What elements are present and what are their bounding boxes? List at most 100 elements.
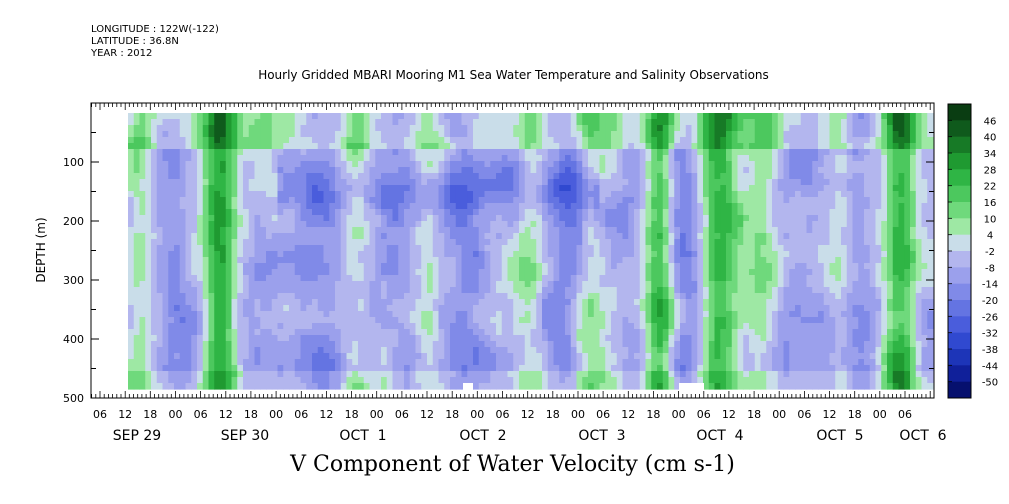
field-cell <box>369 269 376 276</box>
field-cell <box>312 161 319 168</box>
field-cell <box>588 131 595 138</box>
field-cell <box>806 227 813 234</box>
field-cell <box>386 311 394 318</box>
field-cell <box>455 191 463 198</box>
field-cell <box>651 233 658 240</box>
field-cell <box>864 131 871 138</box>
field-cell <box>864 305 871 312</box>
field-cell <box>605 149 612 156</box>
field-cell <box>340 155 348 162</box>
field-cell <box>588 113 595 120</box>
field-cell <box>875 263 882 270</box>
field-cell <box>392 125 399 132</box>
field-cell <box>409 185 417 192</box>
field-cell <box>611 245 618 252</box>
field-cell <box>254 293 261 300</box>
field-cell <box>450 281 457 288</box>
field-cell <box>553 311 560 318</box>
field-cell <box>553 191 560 198</box>
field-cell <box>743 221 750 228</box>
field-cell <box>921 317 928 324</box>
field-cell <box>398 299 405 306</box>
field-cell <box>392 323 399 330</box>
field-cell <box>927 227 934 234</box>
field-cell <box>622 161 629 168</box>
field-cell <box>892 131 900 138</box>
field-cell <box>772 311 779 318</box>
field-cell <box>524 173 532 180</box>
field-cell <box>323 179 330 186</box>
field-cell <box>352 167 359 174</box>
field-cell <box>294 149 302 156</box>
field-cell <box>639 161 647 168</box>
field-cell <box>358 125 365 132</box>
field-cell <box>381 119 388 126</box>
field-cell <box>737 269 744 276</box>
field-cell <box>743 191 750 198</box>
field-cell <box>754 179 762 186</box>
field-cell <box>674 317 681 324</box>
field-cell <box>214 251 221 258</box>
field-cell <box>766 293 773 300</box>
field-cell <box>657 305 664 312</box>
field-cell <box>191 191 198 198</box>
field-cell <box>869 305 877 312</box>
field-cell <box>628 275 635 282</box>
field-cell <box>179 113 187 120</box>
field-cell <box>398 179 405 186</box>
field-cell <box>766 299 773 306</box>
field-cell <box>202 113 210 120</box>
field-cell <box>835 257 842 264</box>
field-cell <box>473 275 480 282</box>
field-cell <box>490 119 497 126</box>
field-cell <box>294 239 302 246</box>
field-cell <box>214 173 221 180</box>
field-cell <box>841 125 848 132</box>
field-cell <box>248 305 256 312</box>
field-cell <box>749 161 756 168</box>
field-cell <box>450 215 457 222</box>
field-cell <box>455 173 463 180</box>
field-cell <box>375 257 382 264</box>
field-cell <box>208 245 215 252</box>
field-cell <box>519 251 526 258</box>
field-cell <box>846 155 854 162</box>
field-cell <box>398 113 405 120</box>
field-cell <box>547 209 555 216</box>
field-cell <box>731 119 739 126</box>
field-cell <box>668 299 675 306</box>
field-cell <box>352 113 359 120</box>
field-cell <box>231 113 238 120</box>
field-cell <box>266 167 273 174</box>
field-cell <box>455 269 463 276</box>
field-cell <box>634 263 641 270</box>
field-cell <box>542 113 549 120</box>
field-cell <box>772 317 779 324</box>
field-cell <box>720 317 727 324</box>
field-cell <box>524 233 532 240</box>
field-cell <box>783 209 790 216</box>
field-cell <box>841 197 848 204</box>
field-cell <box>576 125 583 132</box>
field-cell <box>766 203 773 210</box>
field-cell <box>375 215 382 222</box>
field-cell <box>881 131 888 138</box>
field-cell <box>220 215 227 222</box>
field-cell <box>260 191 267 198</box>
field-cell <box>484 113 491 120</box>
field-cell <box>599 311 606 318</box>
field-cell <box>398 173 405 180</box>
field-cell <box>317 257 325 264</box>
field-cell <box>128 239 135 246</box>
field-cell <box>179 257 187 264</box>
field-cell <box>599 227 606 234</box>
field-cell <box>657 275 664 282</box>
field-cell <box>317 125 325 132</box>
field-cell <box>432 149 440 156</box>
field-cell <box>662 233 670 240</box>
field-cell <box>582 119 589 126</box>
field-cell <box>128 257 135 264</box>
field-cell <box>743 119 750 126</box>
field-cell <box>335 233 342 240</box>
field-cell <box>266 317 273 324</box>
